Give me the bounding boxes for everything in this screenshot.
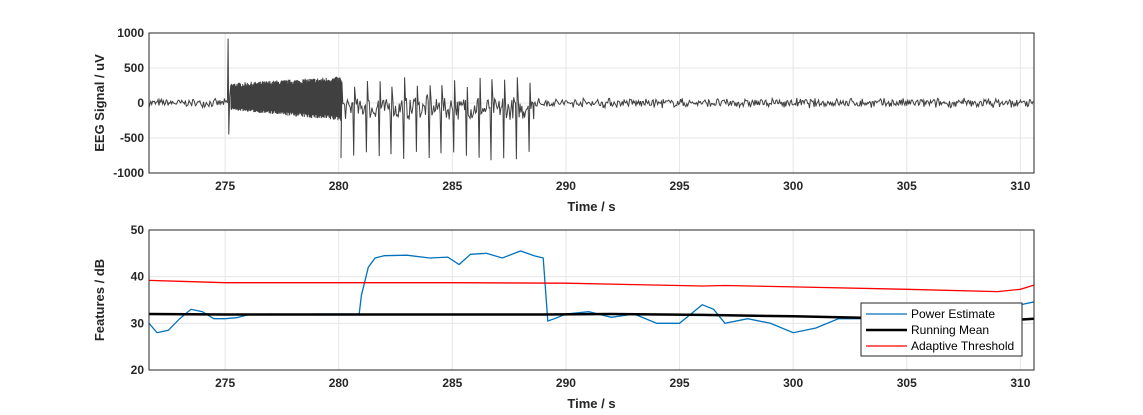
eeg-plot: 275 280 285 290 295 300 305 310 -1000 -500 0 500 100… — [92, 26, 1035, 214]
x-tick-label: 305 — [897, 376, 917, 390]
x-tick-label: 305 — [897, 179, 917, 193]
x-tick-label: 280 — [329, 376, 349, 390]
x-axis-label: Time / s — [567, 199, 615, 214]
y-tick-label: 500 — [124, 61, 144, 75]
x-tick-label: 275 — [215, 376, 235, 390]
series-adaptive-threshold — [149, 279, 1034, 293]
y-tick-label: 30 — [131, 316, 145, 330]
x-tick-label: 285 — [442, 179, 462, 193]
y-tick-label: 40 — [131, 270, 145, 284]
x-tick-label: 290 — [556, 376, 576, 390]
y-tick-label: 0 — [137, 96, 144, 110]
x-tick-label: 310 — [1010, 376, 1030, 390]
y-axis-label: Features / dB — [92, 259, 107, 341]
y-tick-label: -500 — [120, 131, 144, 145]
x-tick-label: 275 — [215, 179, 235, 193]
legend-entry: Running Mean — [911, 323, 989, 337]
plot-area — [149, 38, 1034, 161]
features-plot: 275 280 285 290 295 300 305 310 20 30 40 50 Time / s… — [92, 223, 1035, 411]
y-tick-label: 1000 — [117, 26, 144, 40]
series-eeg — [149, 38, 1034, 161]
x-tick-label: 295 — [670, 179, 690, 193]
y-tick-label: 20 — [131, 363, 145, 377]
y-tick-label: -1000 — [113, 166, 144, 180]
y-tick-label: 50 — [131, 223, 145, 237]
x-tick-label: 300 — [783, 179, 803, 193]
legend: Power Estimate Running Mean Adaptive Thres… — [860, 302, 1023, 357]
legend-entry: Power Estimate — [911, 307, 995, 321]
x-tick-label: 300 — [783, 376, 803, 390]
x-tick-label: 295 — [670, 376, 690, 390]
axes-box — [148, 32, 1035, 174]
x-tick-label: 280 — [329, 179, 349, 193]
x-tick-label: 285 — [442, 376, 462, 390]
x-axis-label: Time / s — [567, 396, 615, 411]
axes-box — [148, 229, 1035, 371]
y-axis-label: EEG Signal / uV — [92, 54, 107, 152]
x-tick-label: 290 — [556, 179, 576, 193]
x-tick-label: 310 — [1010, 179, 1030, 193]
legend-entry: Adaptive Threshold — [911, 339, 1014, 353]
